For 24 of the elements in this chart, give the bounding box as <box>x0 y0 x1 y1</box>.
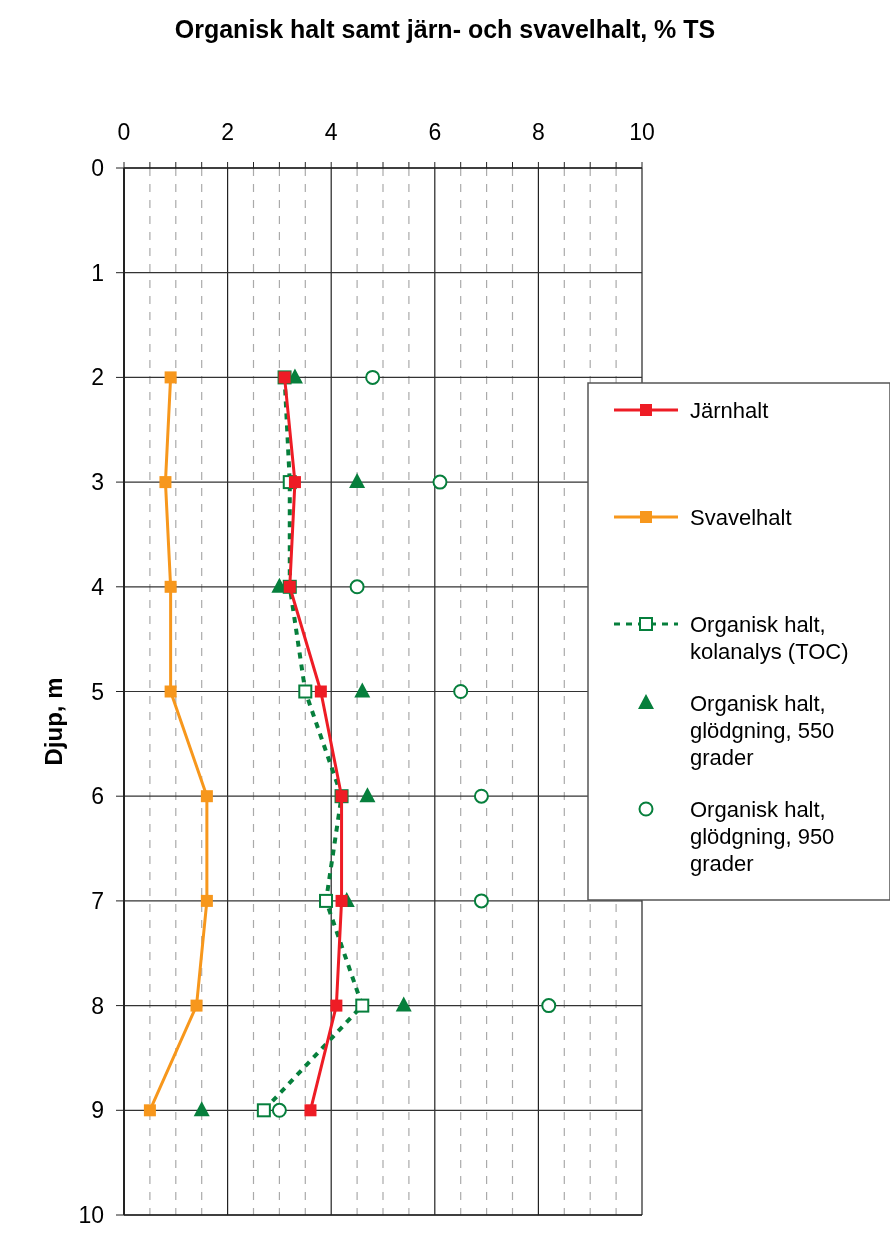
legend-label: Organisk halt, kolanalys (TOC) <box>690 612 849 664</box>
y-tick-label: 5 <box>91 678 104 705</box>
legend-label: Svavelhalt <box>690 505 792 530</box>
y-tick-label: 9 <box>91 1097 104 1124</box>
x-tick-label: 4 <box>324 119 338 145</box>
legend-label: Järnhalt <box>690 398 769 423</box>
y-tick-label: 4 <box>91 573 105 600</box>
x-tick-label: 10 <box>629 119 655 145</box>
y-tick-label: 8 <box>91 992 104 1019</box>
y-axis-title: Djup, m <box>40 677 67 766</box>
y-tick-label: 7 <box>91 887 104 914</box>
y-tick-label: 0 <box>91 155 104 181</box>
chart-title: Organisk halt samt järn- och svavelhalt, % TS <box>174 15 716 43</box>
x-tick-label: 2 <box>221 119 234 145</box>
legend-label: Organisk halt, glödgning, 550 grader <box>690 691 835 770</box>
x-tick-label: 0 <box>117 119 131 145</box>
y-tick-label: 10 <box>78 1202 104 1228</box>
x-tick-label: 8 <box>532 119 545 145</box>
y-tick-label: 1 <box>91 259 104 286</box>
legend-label: Organisk halt, glödgning, 950 grader <box>690 797 835 876</box>
y-tick-label: 3 <box>91 469 104 496</box>
x-tick-label: 6 <box>428 119 442 145</box>
y-tick-label: 6 <box>91 783 104 810</box>
y-tick-label: 2 <box>91 364 104 391</box>
